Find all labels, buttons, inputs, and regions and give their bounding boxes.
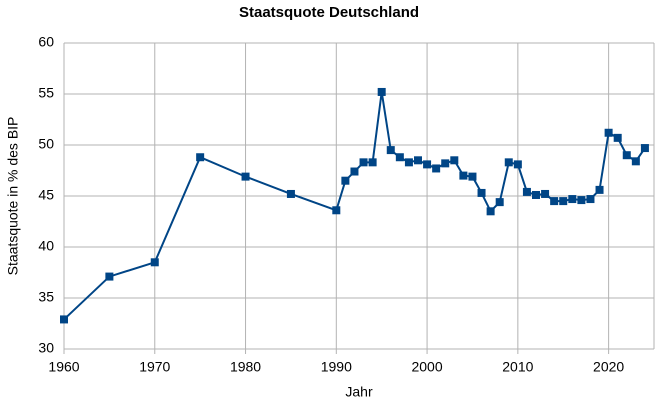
data-point — [486, 207, 495, 216]
data-point — [559, 197, 568, 206]
data-point — [459, 171, 468, 180]
data-point — [577, 196, 586, 205]
data-point — [386, 146, 395, 155]
data-point — [622, 151, 631, 160]
x-tick-label: 1960 — [48, 359, 79, 375]
data-point — [395, 153, 404, 162]
data-point — [631, 157, 640, 166]
data-point — [350, 167, 359, 176]
data-point — [105, 272, 114, 281]
series-line — [63, 91, 646, 321]
y-tick-label: 55 — [38, 85, 54, 101]
y-tick-label: 30 — [38, 340, 54, 356]
y-tick-label: 40 — [38, 238, 54, 254]
x-axis-label: Jahr — [345, 384, 373, 400]
y-tick-label: 35 — [38, 289, 54, 305]
data-point — [150, 258, 159, 267]
y-tick-label: 45 — [38, 187, 54, 203]
data-point — [586, 195, 595, 204]
y-tick-label: 60 — [38, 34, 54, 50]
x-tick-label: 1990 — [321, 359, 352, 375]
chart-title: Staatsquote Deutschland — [239, 4, 419, 21]
data-point — [60, 315, 68, 324]
data-point — [432, 164, 441, 173]
data-point — [286, 189, 295, 198]
x-tick-label: 1980 — [230, 359, 261, 375]
data-point — [568, 195, 577, 204]
data-point — [341, 176, 350, 185]
x-tick-label: 1970 — [139, 359, 170, 375]
data-point — [613, 133, 622, 142]
data-point — [513, 160, 522, 169]
y-tick-label: 50 — [38, 136, 54, 152]
data-point — [377, 87, 386, 96]
data-point — [450, 156, 459, 165]
data-point — [532, 190, 540, 199]
data-point — [468, 172, 477, 181]
data-point — [595, 185, 604, 194]
data-point — [332, 206, 341, 215]
data-point — [477, 188, 486, 197]
data-point — [522, 187, 531, 196]
data-point — [423, 160, 432, 169]
data-point — [604, 128, 613, 137]
data-point — [368, 158, 377, 167]
y-axis-label: Staatsquote in % des BIP — [5, 117, 21, 276]
data-point — [640, 144, 649, 153]
data-point — [441, 159, 450, 168]
data-point — [414, 156, 422, 165]
x-tick-label: 2000 — [411, 359, 442, 375]
data-point — [541, 189, 550, 198]
data-point — [550, 197, 559, 206]
data-point — [241, 172, 250, 181]
data-point — [504, 158, 513, 167]
data-point — [196, 153, 205, 162]
data-point — [359, 158, 368, 167]
x-tick-label: 2010 — [502, 359, 533, 375]
data-point — [404, 158, 413, 167]
x-tick-label: 2020 — [593, 359, 624, 375]
data-point — [495, 198, 504, 207]
